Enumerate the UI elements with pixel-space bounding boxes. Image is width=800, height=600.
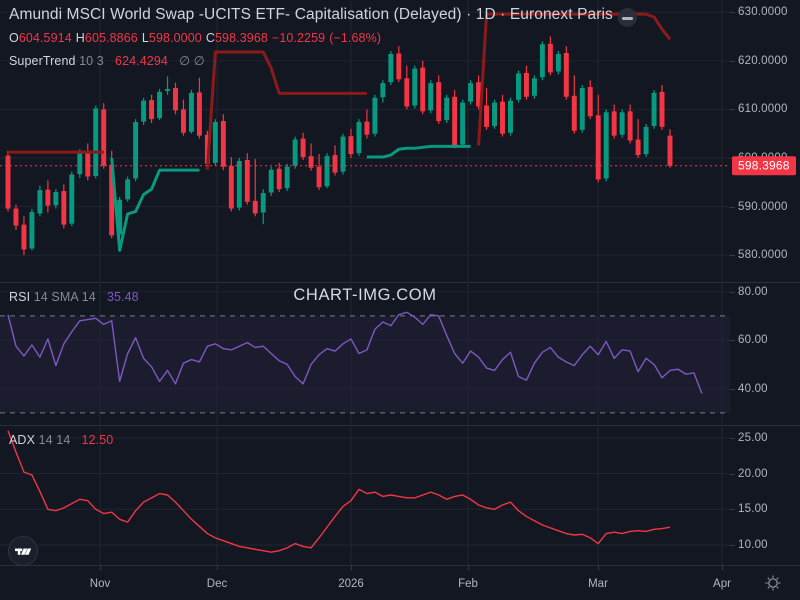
axis-tick — [730, 437, 735, 439]
axis-tick — [730, 473, 735, 475]
price-pane: 630.0000620.0000610.0000600.0000590.0000… — [0, 0, 800, 282]
pane-divider — [0, 425, 800, 426]
axis-label: 630.0000 — [738, 6, 788, 19]
time-axis-label: Mar — [588, 578, 608, 590]
axis-tick — [730, 255, 735, 257]
price-axis[interactable]: 630.0000620.0000610.0000600.0000590.0000… — [730, 0, 800, 282]
time-axis-tick — [722, 565, 723, 570]
tradingview-logo-icon — [15, 548, 32, 555]
time-axis-tick — [468, 565, 469, 570]
axis-tick — [730, 545, 735, 546]
gear-icon — [765, 575, 781, 591]
time-axis-tick — [217, 565, 218, 570]
axis-tick — [730, 291, 735, 293]
time-axis-label: Feb — [458, 578, 478, 590]
time-axis-label: Nov — [89, 578, 111, 590]
rsi-axis[interactable]: 80.00 60.00 40.00 — [730, 282, 800, 425]
settings-button[interactable] — [764, 574, 782, 592]
time-axis-label: Apr — [713, 578, 731, 590]
adx-axis[interactable]: 25.00 20.00 15.00 10.00 — [730, 425, 800, 565]
axis-label: 60.00 — [738, 334, 768, 347]
axis-label: 610.0000 — [738, 103, 788, 116]
rsi-plot-area[interactable] — [0, 282, 730, 425]
axis-label: 20.00 — [738, 467, 768, 480]
axis-tick — [730, 340, 735, 342]
axis-tick — [730, 12, 735, 14]
axis-tick — [730, 388, 735, 390]
time-axis-label: Dec — [206, 578, 228, 590]
current-price-badge[interactable]: 598.3968 — [732, 156, 796, 176]
axis-label: 620.0000 — [738, 54, 788, 67]
axis-tick — [730, 509, 735, 511]
adx-plot-area[interactable] — [0, 425, 730, 565]
time-axis-label: 2026 — [338, 578, 364, 590]
time-axis-divider — [0, 565, 800, 566]
axis-label: 590.0000 — [738, 200, 788, 213]
time-axis-tick — [598, 565, 599, 570]
axis-label: 10.00 — [738, 539, 768, 551]
axis-label: 580.0000 — [738, 249, 788, 262]
pane-divider — [0, 282, 800, 283]
adx-pane: 25.00 20.00 15.00 10.00 ADX 14 14 12.50 — [0, 425, 800, 565]
axis-label: 80.00 — [738, 285, 768, 298]
minimize-icon — [622, 16, 633, 20]
axis-label: 40.00 — [738, 382, 768, 395]
axis-label: 15.00 — [738, 503, 768, 516]
watermark: CHART-IMG.COM — [293, 286, 437, 304]
axis-tick — [730, 206, 735, 208]
time-axis-tick — [100, 565, 101, 570]
axis-tick — [730, 109, 735, 111]
time-axis-tick — [351, 565, 352, 570]
price-plot-area[interactable] — [0, 0, 730, 282]
axis-label: 25.00 — [738, 431, 768, 444]
minimize-button[interactable] — [618, 8, 637, 27]
time-axis[interactable]: Nov Dec 2026 Feb Mar Apr — [0, 565, 800, 600]
axis-tick — [730, 60, 735, 62]
tradingview-logo[interactable] — [8, 536, 38, 566]
